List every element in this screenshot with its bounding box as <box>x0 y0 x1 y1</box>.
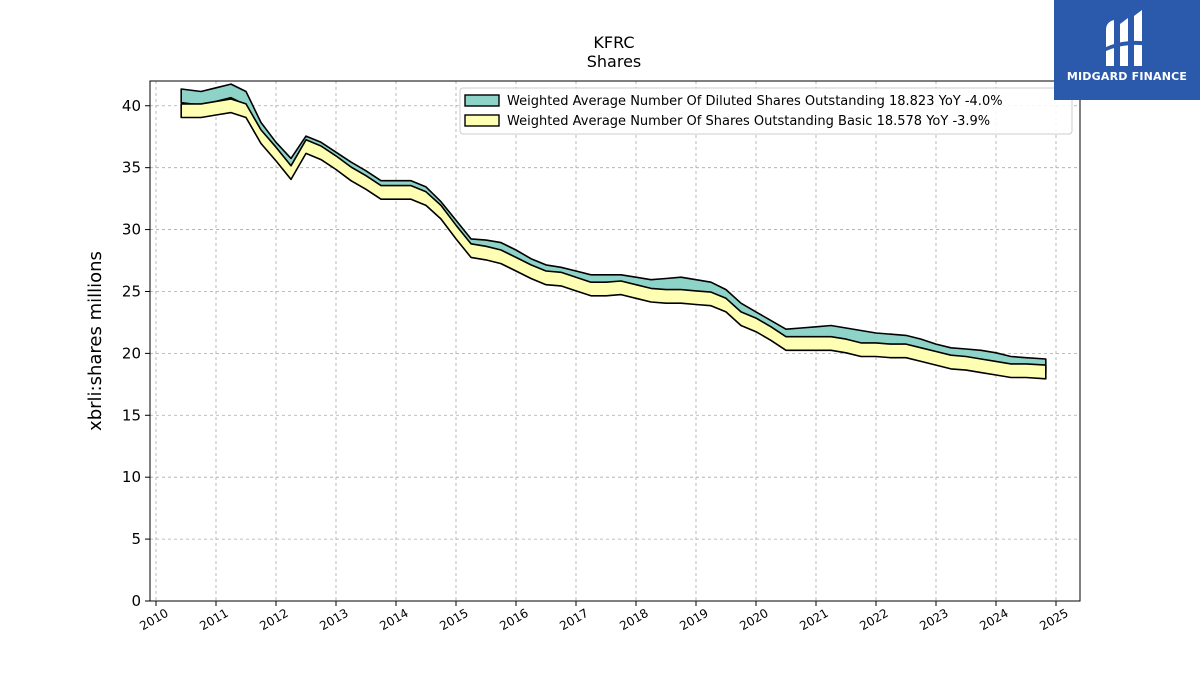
x-tick-label: 2023 <box>917 606 950 633</box>
y-tick-label: 0 <box>131 592 141 610</box>
x-tick-label: 2013 <box>317 606 350 633</box>
legend-label-diluted: Weighted Average Number Of Diluted Share… <box>507 94 1003 109</box>
x-tick-label: 2018 <box>617 606 650 633</box>
series-band-1 <box>180 98 1047 380</box>
midgard-finance-logo: MIDGARD FINANCE <box>1054 0 1200 100</box>
plot-frame <box>149 80 1081 602</box>
x-tick-label: 2022 <box>857 606 890 633</box>
chart-title: KFRC <box>593 33 634 52</box>
y-tick-label: 40 <box>122 97 141 115</box>
y-tick-label: 35 <box>122 159 141 177</box>
x-tick-label: 2012 <box>257 606 290 633</box>
legend-swatch-diluted <box>464 94 500 107</box>
logo-text: MIDGARD FINANCE <box>1066 70 1188 83</box>
x-axis: 2010 2011 2012 2013 2014 2015 2016 2017 2018 2019… <box>137 601 1071 633</box>
y-tick-label: 10 <box>122 468 141 486</box>
x-tick-label: 2020 <box>737 606 770 633</box>
y-axis-label: xbrli:shares millions <box>85 251 106 431</box>
y-tick-label: 30 <box>122 221 141 239</box>
legend: Weighted Average Number Of Diluted Share… <box>459 87 1073 135</box>
x-tick-label: 2017 <box>557 606 590 633</box>
y-tick-label: 5 <box>131 530 141 548</box>
chart-subtitle: Shares <box>587 52 642 71</box>
x-tick-label: 2019 <box>677 606 710 633</box>
y-axis: 0 5 10 15 20 25 30 35 40 <box>122 97 150 610</box>
legend-swatch-basic <box>464 114 500 127</box>
x-tick-label: 2015 <box>437 606 470 633</box>
legend-box <box>459 87 1073 135</box>
x-tick-label: 2024 <box>977 606 1010 633</box>
y-tick-label: 25 <box>122 282 141 300</box>
x-tick-label: 2010 <box>137 606 170 633</box>
x-tick-label: 2011 <box>197 606 230 633</box>
x-tick-label: 2021 <box>797 606 830 633</box>
x-tick-label: 2016 <box>497 606 530 633</box>
x-tick-label: 2025 <box>1037 606 1070 633</box>
x-tick-label: 2014 <box>377 606 410 633</box>
legend-label-basic: Weighted Average Number Of Shares Outsta… <box>507 114 990 129</box>
series-layer <box>180 83 1047 380</box>
y-tick-label: 20 <box>122 344 141 362</box>
y-tick-label: 15 <box>122 406 141 424</box>
midgard-logo-icon <box>1104 10 1150 66</box>
